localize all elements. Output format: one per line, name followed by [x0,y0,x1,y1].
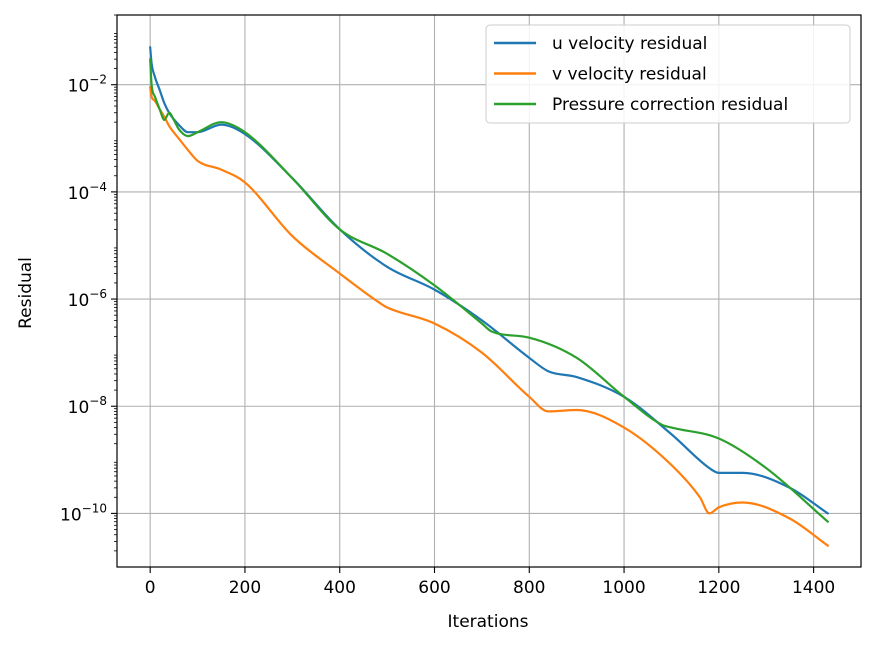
y-tick-base-0: 10 [60,505,82,525]
y-tick-label-2: 10−6 [68,287,107,311]
x-tick-label-4: 800 [513,578,545,598]
legend-label-u-velocity-residual: u velocity residual [552,34,707,54]
y-tick-base-2: 10 [68,291,90,311]
y-tick-exponent-3: −4 [89,180,107,194]
plot-frame [116,14,862,568]
x-tick-label-6: 1200 [697,578,740,598]
x-tick-label-5: 1000 [602,578,645,598]
y-tick-exponent-0: −10 [82,501,107,515]
x-tick-label-0: 0 [145,578,156,598]
y-tick-label-4: 10−2 [68,73,107,97]
series-line-u-velocity-residual [149,46,829,515]
x-tick-label-1: 200 [229,578,261,598]
legend-box [485,24,851,124]
x-tick-label-2: 400 [323,578,355,598]
y-tick-base-4: 10 [68,77,90,97]
y-tick-exponent-1: −8 [89,394,107,408]
legend-label-v-velocity-residual: v velocity residual [552,65,707,85]
y-tick-base-1: 10 [68,398,90,418]
y-tick-label-0: 10−10 [60,501,107,525]
series-line-pressure-correction-residual [149,58,829,523]
series-line-v-velocity-residual [149,86,829,547]
y-tick-base-3: 10 [68,184,90,204]
x-tick-label-3: 600 [418,578,450,598]
plot-area [149,46,829,547]
x-axis-label: Iterations [448,612,529,632]
legend: u velocity residual v velocity residual Pr… [485,24,851,124]
y-tick-exponent-2: −6 [89,287,107,301]
x-tick-label-7: 1400 [792,578,835,598]
y-axis-label: Residual [16,257,36,329]
y-tick-label-3: 10−4 [68,180,107,204]
y-tick-exponent-4: −2 [89,73,107,87]
ticks: 0 200 400 600 800 1000 1200 140010−1010−810−610… [60,14,835,598]
axes [116,14,862,568]
legend-label-pressure-correction-residual: Pressure correction residual [552,95,788,115]
y-tick-label-1: 10−8 [68,394,107,418]
